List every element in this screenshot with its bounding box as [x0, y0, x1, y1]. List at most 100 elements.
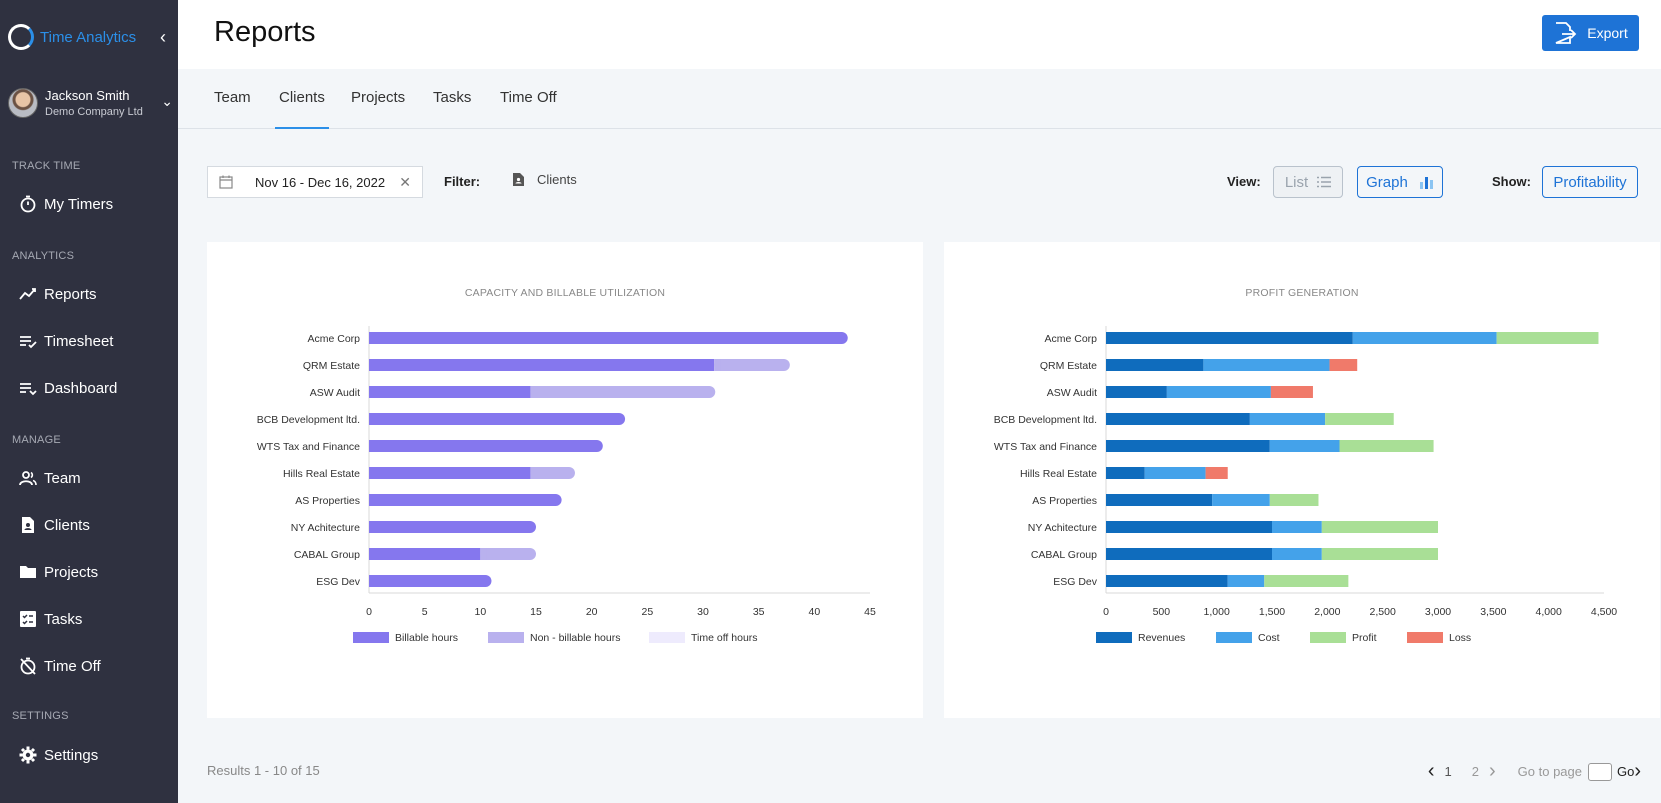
list-icon: [1317, 176, 1332, 188]
brand[interactable]: Time Analytics: [8, 24, 136, 50]
chevron-right-icon[interactable]: ›: [1634, 760, 1641, 782]
sidebar-item-timesheet[interactable]: Timesheet: [18, 331, 113, 351]
sidebar-item-time-off[interactable]: Time Off: [18, 656, 101, 676]
view-graph-button[interactable]: Graph: [1357, 166, 1443, 198]
sidebar-item-reports[interactable]: Reports: [18, 284, 97, 304]
x-tick-label: 30: [697, 606, 709, 618]
sidebar-item-settings[interactable]: Settings: [18, 745, 98, 765]
bar-profit: [1264, 575, 1349, 587]
sidebar-item-label: My Timers: [44, 195, 114, 213]
tab-team[interactable]: Team: [214, 89, 251, 106]
x-tick-label: 15: [530, 606, 542, 618]
bar-segment-join: [369, 332, 375, 344]
legend-label: Loss: [1449, 632, 1471, 644]
bar-profit: [1321, 548, 1438, 560]
bar-cost: [1249, 413, 1326, 425]
show-profitability-button[interactable]: Profitability: [1542, 166, 1638, 198]
bar-billable-hours: [369, 386, 531, 398]
category-label: Acme Corp: [1044, 333, 1097, 345]
capacity-utilization-chart: 0 5 10 15 20 25 30 35 40 45 Acme Corp QRM Estate ASW…: [257, 326, 876, 644]
bar-billable-hours: [369, 575, 492, 587]
app-name: Time Analytics: [40, 28, 137, 46]
legend-label: Profit: [1352, 632, 1377, 644]
export-button[interactable]: Export: [1542, 15, 1639, 51]
x-tick-label: 10: [474, 606, 486, 618]
sidebar-item-label: Team: [44, 469, 81, 487]
sidebar-item-label: Timesheet: [44, 332, 114, 350]
x-tick-label: 3,000: [1425, 606, 1451, 618]
x-tick-label: 1,500: [1259, 606, 1285, 618]
x-tick-label: 500: [1153, 606, 1171, 618]
x-tick-label: 3,500: [1480, 606, 1506, 618]
bar-revenues: [1106, 548, 1272, 560]
bar-revenues: [1106, 440, 1270, 452]
tab-projects[interactable]: Projects: [351, 89, 406, 106]
profit-generation-chart: 0 500 1,000 1,500 2,000 2,500 3,000 3,500 4,000 4…: [994, 326, 1617, 644]
bar-revenues: [1106, 359, 1204, 371]
sidebar-item-label: Settings: [44, 746, 99, 764]
goto-page-input[interactable]: [1587, 762, 1612, 781]
results-count: Results 1 - 10 of 15: [207, 763, 320, 778]
category-label: ASW Audit: [1047, 387, 1097, 399]
tab-time-off[interactable]: Time Off: [500, 89, 557, 106]
sidebar-item-projects[interactable]: Projects: [18, 562, 98, 582]
legend-label: Time off hours: [691, 632, 758, 644]
bar-billable-hours: [369, 413, 626, 425]
bar-billable-hours: [369, 494, 562, 506]
chevron-left-icon[interactable]: ‹: [1427, 760, 1435, 782]
view-list-button[interactable]: List: [1273, 166, 1343, 198]
category-label: ESG Dev: [316, 576, 361, 588]
bar-cost: [1227, 575, 1265, 587]
sidebar-item-label: Dashboard: [44, 379, 118, 397]
date-range-picker[interactable]: Nov 16 - Dec 16, 2022 ✕: [207, 166, 423, 198]
bar-revenues: [1106, 413, 1250, 425]
category-label: BCB Development ltd.: [257, 414, 360, 426]
sidebar-item-tasks[interactable]: Tasks: [18, 609, 82, 629]
category-label: NY Achitecture: [291, 522, 360, 534]
chevron-down-icon[interactable]: ⌄: [161, 93, 173, 109]
x-tick-label: 2,000: [1314, 606, 1340, 618]
bar-revenues: [1106, 386, 1167, 398]
show-label: Show:: [1492, 174, 1531, 189]
clients-icon: [513, 173, 524, 186]
export-label: Export: [1587, 25, 1628, 41]
user-menu[interactable]: Jackson Smith Demo Company Ltd ⌄: [8, 88, 173, 118]
bar-revenues: [1106, 494, 1213, 506]
x-tick-label: 5: [422, 606, 428, 618]
clear-icon[interactable]: ✕: [399, 173, 411, 190]
bar-cost: [1272, 548, 1322, 560]
sidebar-item-team[interactable]: Team: [18, 468, 81, 488]
sidebar-item-clients[interactable]: Clients: [18, 515, 90, 535]
page-1[interactable]: 1: [1444, 764, 1452, 779]
filter-value: Clients: [537, 172, 577, 187]
bar-billable-hours: [369, 332, 848, 344]
bar-billable-hours: [369, 521, 536, 533]
tab-clients[interactable]: Clients: [275, 89, 329, 129]
bar-loss: [1205, 467, 1228, 479]
tab-tasks[interactable]: Tasks: [433, 89, 472, 106]
sidebar-item-label: Time Off: [44, 657, 101, 675]
calendar-icon: [219, 175, 233, 189]
legend-swatch: [488, 632, 524, 643]
sidebar-item-dashboard[interactable]: Dashboard: [18, 378, 117, 398]
filter-clients[interactable]: Clients: [512, 172, 577, 187]
clients-icon: [18, 515, 38, 535]
category-label: BCB Development ltd.: [994, 414, 1097, 426]
bar-profit: [1325, 413, 1394, 425]
user-company: Demo Company Ltd: [45, 106, 143, 118]
category-label: Hills Real Estate: [1020, 468, 1097, 480]
bar-loss: [1329, 359, 1358, 371]
chevron-left-icon[interactable]: ‹: [160, 27, 166, 47]
x-tick-label: 2,500: [1370, 606, 1396, 618]
category-label: WTS Tax and Finance: [994, 441, 1097, 453]
sidebar-item-my-timers[interactable]: My Timers: [18, 194, 113, 214]
bar-non-billable-hours: [530, 467, 575, 479]
category-label: NY Achitecture: [1028, 522, 1097, 534]
bar-cost: [1212, 494, 1270, 506]
bar-billable-hours: [369, 440, 603, 452]
page-2[interactable]: 2: [1471, 764, 1479, 779]
go-button[interactable]: Go: [1616, 764, 1635, 779]
chevron-right-icon[interactable]: ›: [1488, 760, 1496, 782]
bar-billable-hours: [369, 467, 531, 479]
bar-segment-join: [714, 359, 721, 371]
